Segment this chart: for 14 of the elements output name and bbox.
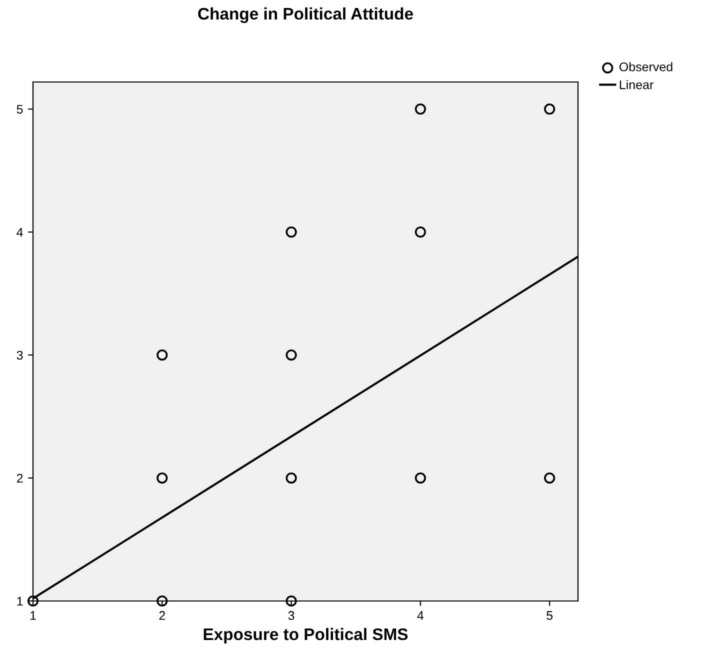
x-tick-label: 2: [159, 611, 165, 620]
x-tick-label: 5: [546, 611, 553, 620]
y-tick-label: 1: [17, 596, 23, 606]
y-tick-label: 5: [16, 104, 23, 114]
chart-title: Change in Political Attitude: [198, 7, 413, 24]
y-tick-label: 2: [16, 474, 23, 483]
x-tick-label: 4: [417, 611, 424, 620]
x-axis-title: Exposure to Political SMS: [204, 628, 408, 644]
x-tick-label: 3: [288, 611, 294, 620]
y-tick-label: 4: [16, 228, 23, 237]
legend-label: Observed: [619, 62, 672, 72]
y-tick-label: 3: [16, 350, 23, 360]
x-tick-label: 1: [30, 611, 36, 620]
legend-label: Linear: [620, 80, 654, 90]
